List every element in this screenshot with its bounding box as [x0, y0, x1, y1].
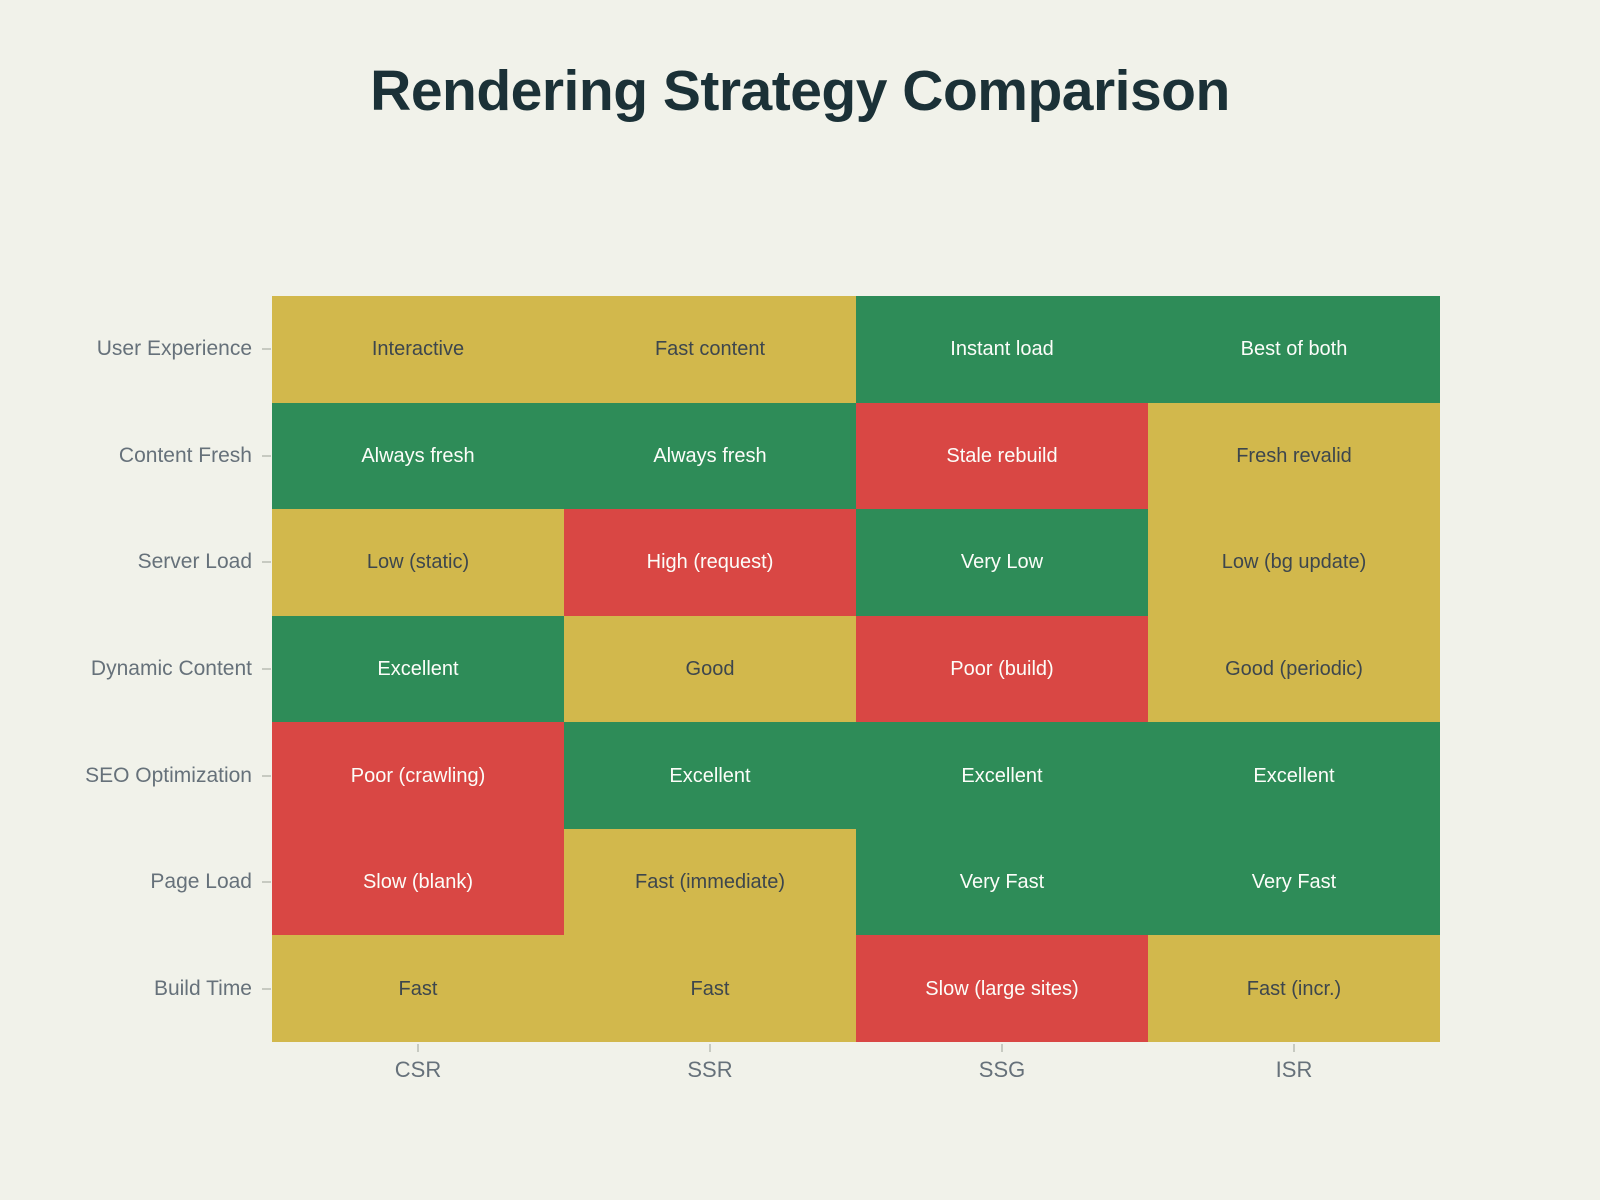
y-axis-tick [262, 774, 271, 777]
heatmap-cell: Very Fast [856, 828, 1148, 936]
y-axis-label: Server Load [137, 550, 252, 574]
heatmap-cell-label: Stale rebuild [946, 444, 1058, 467]
y-axis-label: User Experience [96, 337, 252, 361]
x-axis-tick [1001, 1044, 1003, 1052]
heatmap-cell-label: Instant load [950, 338, 1054, 361]
heatmap-cell-label: Excellent [377, 657, 459, 680]
heatmap-cell-label: Excellent [961, 764, 1043, 787]
heatmap-cell: Poor (crawling) [272, 722, 564, 829]
heatmap-cell: Instant load [856, 296, 1148, 403]
heatmap-cell-label: Fast (immediate) [634, 871, 786, 894]
y-axis-label: SEO Optimization [85, 763, 252, 787]
heatmap-cell: Excellent [564, 722, 856, 829]
heatmap-cell: Fast (immediate) [564, 828, 856, 936]
heatmap-cell: Very Low [856, 509, 1148, 616]
y-axis-tick [262, 987, 271, 990]
heatmap-cell: Fresh revalid [1148, 402, 1440, 510]
heatmap-cell: Low (bg update) [1148, 509, 1440, 616]
heatmap-cell-label: Fast [690, 977, 730, 1000]
heatmap-cell: Fast [564, 935, 856, 1042]
heatmap-cell-label: Excellent [1253, 764, 1335, 787]
y-axis-label: Content Fresh [118, 443, 252, 467]
heatmap-cell-label: Good [685, 657, 735, 680]
heatmap-cell-label: Fast (incr.) [1246, 977, 1342, 1000]
heatmap-cell-label: Very Low [960, 551, 1044, 574]
heatmap-cell: Always fresh [272, 402, 564, 510]
heatmap-cell: Stale rebuild [856, 402, 1148, 510]
heatmap-cell-label: Fresh revalid [1236, 444, 1352, 467]
y-axis-label: Dynamic Content [90, 657, 252, 680]
heatmap-cell-label: Slow (blank) [362, 871, 474, 894]
x-axis-label: SSG [978, 1057, 1026, 1082]
heatmap-cell: High (request) [564, 509, 856, 616]
heatmap-cell: Good [564, 615, 856, 723]
heatmap-cell-label: Good (periodic) [1225, 657, 1363, 680]
heatmap-cell: Very Fast [1148, 828, 1440, 936]
chart-title: Rendering Strategy Comparison [370, 59, 1230, 123]
y-axis-tick [262, 454, 271, 457]
heatmap-cell-label: Slow (large sites) [925, 977, 1079, 1000]
heatmap-cell: Interactive [272, 296, 564, 403]
heatmap-cell-label: Low (bg update) [1221, 551, 1367, 574]
heatmap-cell-label: Poor (build) [950, 657, 1054, 680]
y-axis-tick [262, 668, 271, 670]
heatmap-cell-label: Very Fast [1251, 871, 1337, 894]
heatmap-cell: Excellent [272, 615, 564, 723]
x-axis-tick [417, 1044, 419, 1052]
heatmap-cell-label: High (request) [646, 551, 774, 574]
heatmap-cell: Fast content [564, 296, 856, 403]
heatmap-cell-label: Best of both [1240, 338, 1348, 361]
x-axis-label: SSR [687, 1057, 733, 1082]
heatmap-cell: Fast (incr.) [1148, 935, 1440, 1042]
y-axis-tick [262, 881, 271, 884]
heatmap-cell: Good (periodic) [1148, 615, 1440, 723]
heatmap-cell-label: Always fresh [653, 444, 767, 467]
heatmap-cell-label: Excellent [669, 764, 751, 787]
heatmap-cell: Slow (large sites) [856, 935, 1148, 1042]
heatmap-cell-label: Fast [398, 977, 438, 1000]
y-axis-label: Page Load [150, 870, 252, 894]
y-axis-tick [262, 561, 271, 564]
heatmap-cell-label: Fast content [654, 338, 766, 361]
x-axis-label: ISR [1275, 1057, 1313, 1082]
heatmap-cell-label: Poor (crawling) [350, 764, 486, 787]
y-axis-label: Build Time [153, 976, 252, 1000]
heatmap-cell-label: Always fresh [361, 444, 475, 467]
y-axis-tick [262, 348, 271, 351]
heatmap-cell-label: Low (static) [366, 551, 470, 574]
heatmap-cell-label: Very Fast [959, 871, 1045, 894]
heatmap-cell: Poor (build) [856, 615, 1148, 723]
heatmap-cell: Fast [272, 935, 564, 1042]
heatmap-plot-area: Interactive Fast content Instant load Best … [272, 296, 1440, 1042]
heatmap-cell: Low (static) [272, 509, 564, 616]
heatmap-cell: Always fresh [564, 402, 856, 510]
x-axis-label: CSR [394, 1057, 442, 1082]
heatmap-cell: Slow (blank) [272, 828, 564, 936]
heatmap-cell: Excellent [856, 722, 1148, 829]
heatmap-cell: Excellent [1148, 722, 1440, 829]
x-axis-tick [1293, 1044, 1295, 1052]
heatmap-cell-label: Interactive [371, 338, 465, 361]
heatmap-cell: Best of both [1148, 296, 1440, 403]
x-axis-tick [709, 1044, 711, 1052]
